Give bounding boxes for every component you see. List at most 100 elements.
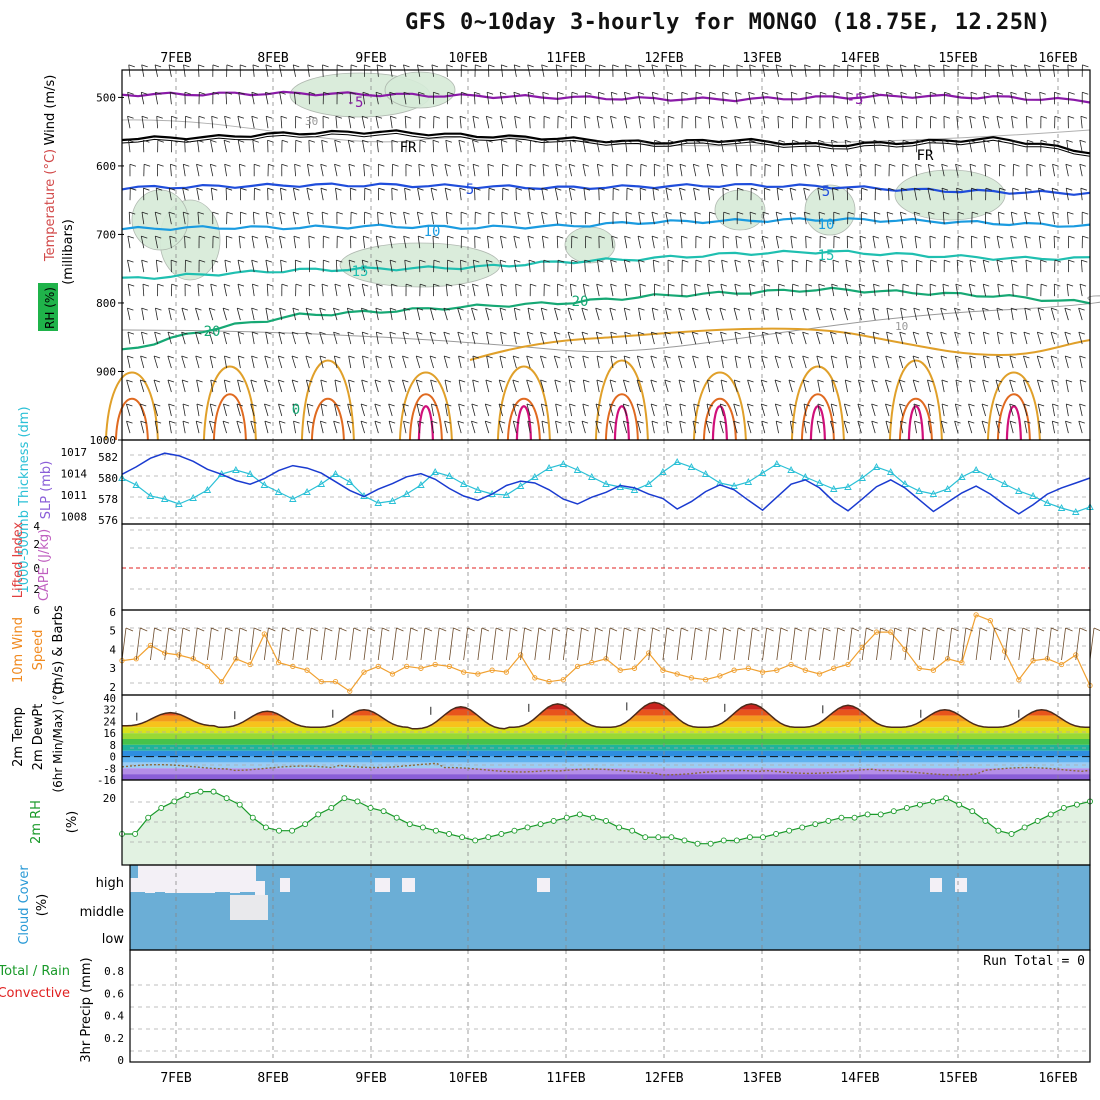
slp-tick: 1014 (61, 468, 88, 481)
wind-barb (694, 64, 697, 77)
wind-barb (871, 403, 876, 417)
wind-barb-10m-flag (681, 627, 689, 632)
rh-label: 10 (895, 320, 908, 333)
wind-barb-flag (499, 307, 507, 311)
wind-barb (761, 355, 766, 369)
wind-barb-flag (598, 91, 605, 95)
wind-barb (941, 188, 945, 201)
wind-barb-flag (1067, 211, 1074, 215)
wind-barb (982, 379, 986, 393)
wind-barb (816, 307, 821, 321)
rh-point (472, 837, 479, 844)
wind-barb (886, 260, 890, 273)
wind-barb-flag (609, 403, 616, 407)
cloud-high-cell (537, 878, 550, 892)
wind-barb-flag (723, 211, 730, 215)
wind-barb-10m (135, 627, 141, 661)
wind-barb-10m (961, 627, 967, 661)
wind-barb-flag (392, 163, 399, 167)
wind-barb (485, 379, 490, 393)
cloud-axis-label: Cloud Cover (17, 865, 32, 945)
temp-tick: 24 (103, 716, 116, 728)
wind-barb-flag (735, 235, 742, 239)
wind-barb-flag (665, 403, 672, 407)
wind-barb-flag (1038, 403, 1045, 407)
wind-barb-flag (637, 355, 644, 359)
wind-barb (581, 421, 586, 434)
wind-barb-flag (638, 331, 645, 335)
wind-barb (225, 188, 227, 201)
isotherm-35 (515, 405, 532, 441)
rh-point (289, 827, 296, 834)
wind-barb (308, 236, 310, 249)
wind-barb-flag (1078, 307, 1085, 311)
wind-barb-flag (984, 235, 991, 239)
wind-barb-flag (665, 187, 673, 191)
wind-barb-flag (278, 331, 285, 335)
wind-barb (788, 355, 793, 369)
wind-barb-flag (1025, 187, 1032, 191)
wind-barb-flag (596, 139, 603, 143)
wind-barb (568, 379, 572, 393)
wind-barb-flag (223, 331, 230, 335)
wind-barb (927, 421, 931, 434)
cloud-high-cell (165, 879, 215, 893)
wind-barb-flag (458, 139, 465, 143)
wind-barb-flag (721, 355, 728, 359)
rh-point (249, 814, 256, 821)
wind-barb-flag (375, 259, 382, 263)
wind-barb (1024, 64, 1028, 77)
pressure-tick: 700 (96, 228, 116, 241)
wind-barb (1065, 164, 1069, 177)
wind-barb (361, 307, 365, 321)
thickness-point (602, 480, 610, 487)
wind-barb (872, 116, 876, 129)
cloud-high-cell (375, 878, 390, 892)
wind-barb (817, 379, 821, 393)
wind-barb (691, 307, 697, 321)
wind-barb (415, 355, 421, 369)
wind-barb (388, 355, 393, 369)
wind-barb-flag (857, 403, 864, 407)
wind-barb (1010, 92, 1014, 105)
wind-barb (651, 421, 655, 434)
wind-barb-flag (514, 64, 521, 68)
thickness-point (531, 473, 539, 480)
wind-barb (844, 284, 848, 297)
wind-barb (817, 403, 821, 417)
wind-barb-10m (676, 627, 682, 661)
wind-barb-flag (679, 163, 687, 167)
rh-region (894, 169, 1006, 221)
temp-tick: -8 (103, 763, 116, 775)
rh-point (916, 801, 923, 808)
wind-barb (625, 212, 628, 225)
wind-barb-flag (651, 211, 659, 215)
wind-barb (554, 307, 559, 321)
wind-barb-10m (221, 627, 227, 661)
wind-barb-10m-flag (1093, 627, 1100, 632)
wind-barb (208, 307, 214, 321)
wind-barb (681, 236, 683, 249)
wind-barb-10m-flag (268, 627, 276, 632)
wind-barb-10m (520, 627, 525, 661)
wind-barb (499, 308, 503, 321)
wind-barb (265, 116, 269, 129)
wind-barb (278, 331, 283, 345)
wind-barb (527, 421, 531, 434)
wind-barb-flag (585, 91, 592, 95)
wind-barb (498, 403, 503, 417)
wind-barb (305, 355, 310, 369)
wind-speed-point (418, 665, 424, 671)
wind-barb-10m-flag (1079, 627, 1087, 632)
contour-label: 15 (818, 248, 835, 264)
wind-barb-flag (237, 283, 245, 287)
wind-speed-point (304, 667, 310, 673)
wind-barb-flag (735, 91, 742, 95)
wind-barb (195, 307, 200, 321)
wind-barb (141, 331, 145, 345)
wind-barb (984, 164, 986, 177)
wind-barb-flag (930, 115, 937, 119)
rh-point (655, 834, 662, 841)
wind-barb-flag (843, 420, 851, 424)
wind-barb (512, 403, 517, 417)
